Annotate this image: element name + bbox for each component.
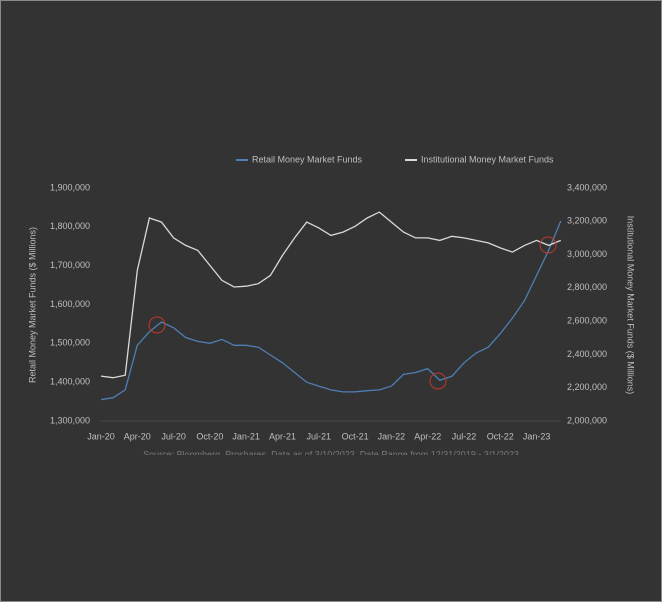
x-tick-label: Jul-21: [307, 431, 332, 441]
x-tick-label: Jan-23: [523, 431, 551, 441]
highlight-circle: [539, 236, 557, 254]
y-tick-label: 1,800,000: [50, 221, 90, 231]
x-tick-label: Apr-20: [124, 431, 151, 441]
series-line: [100, 211, 562, 379]
legend-label: Institutional Money Market Funds: [421, 154, 554, 164]
y2-tick-label: 3,200,000: [567, 216, 607, 226]
y-tick-label: 1,300,000: [50, 415, 90, 425]
y-tick-label: 1,400,000: [50, 377, 90, 387]
y2-tick-label: 2,600,000: [567, 316, 607, 326]
plot-area: 1,300,000 1,400,000 1,500,000 1,600,000 1,70…: [50, 182, 607, 441]
series-line: [100, 220, 562, 401]
x-tick-label: Jan-20: [87, 431, 115, 441]
x-tick-label: Jul-20: [161, 431, 186, 441]
y-tick-label: 1,500,000: [50, 338, 90, 348]
highlight-circle: [429, 372, 447, 390]
y-axis-title: Retail Money Market Funds ($ Millions): [27, 227, 37, 383]
y2-tick-label: 2,800,000: [567, 282, 607, 292]
y-tick-label: 1,600,000: [50, 299, 90, 309]
y2-tick-label: 3,400,000: [567, 182, 607, 192]
y2-tick-label: 3,000,000: [567, 249, 607, 259]
x-tick-label: Jan-21: [232, 431, 260, 441]
y2-tick-label: 2,000,000: [567, 415, 607, 425]
x-tick-label: Oct-20: [196, 431, 223, 441]
source-note: Source: Bloomberg, Proshares. Data as of…: [143, 449, 519, 459]
highlight-circle: [148, 316, 166, 334]
x-tick-label: Oct-21: [342, 431, 369, 441]
y-tick-label: 1,900,000: [50, 182, 90, 192]
y2-tick-label: 2,400,000: [567, 349, 607, 359]
x-tick-label: Apr-22: [414, 431, 441, 441]
x-tick-label: Jan-22: [378, 431, 406, 441]
x-tick-label: Apr-21: [269, 431, 296, 441]
x-tick-label: Oct-22: [487, 431, 514, 441]
y-tick-label: 1,700,000: [50, 260, 90, 270]
x-tick-label: Jul-22: [452, 431, 477, 441]
y2-tick-label: 2,200,000: [567, 382, 607, 392]
legend-label: Retail Money Market Funds: [252, 154, 363, 164]
y2-axis-title: Institutional Money Market Funds ($ Mill…: [626, 216, 636, 395]
